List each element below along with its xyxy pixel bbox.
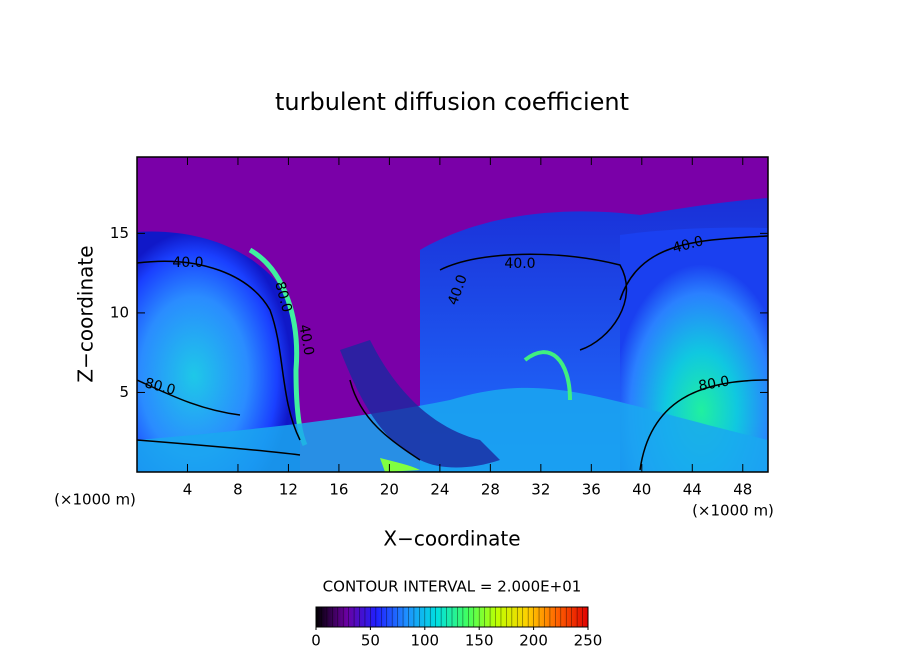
colorbar-tick-label: 0 <box>311 632 321 650</box>
x-tick-label: 8 <box>233 481 243 499</box>
contour-label: 40.0 <box>295 323 316 356</box>
x-tick-label: 12 <box>279 481 298 499</box>
plot-frame <box>136 156 769 473</box>
x-tick-label: 32 <box>531 481 550 499</box>
contour-interval: CONTOUR INTERVAL = 2.000E+01 <box>323 578 582 596</box>
colorbar-tick-label: 50 <box>361 632 380 650</box>
x-tick-label: 44 <box>683 481 702 499</box>
x-tick-label: 48 <box>733 481 752 499</box>
contour-label: 80.0 <box>143 375 177 399</box>
x-tick-label: 24 <box>430 481 449 499</box>
y-unit-label: (×1000 m) <box>54 491 136 509</box>
y-tick-label: 10 <box>110 303 129 321</box>
contour-label: 80.0 <box>271 280 295 314</box>
colorbar-tick-label: 250 <box>574 632 603 650</box>
chart-title: turbulent diffusion coefficient <box>275 88 629 116</box>
x-unit-label: (×1000 m) <box>692 502 774 520</box>
x-tick-label: 4 <box>183 481 193 499</box>
x-tick-label: 36 <box>582 481 601 499</box>
field <box>137 157 768 472</box>
colorbar-tick-label: 100 <box>410 632 439 650</box>
contour-label: 80.0 <box>697 373 730 394</box>
colorbar-tick-label: 150 <box>465 632 494 650</box>
y-tick-label: 5 <box>119 383 129 401</box>
contour-label: 40.0 <box>671 233 705 257</box>
x-tick-label: 20 <box>380 481 399 499</box>
contour-label: 40.0 <box>172 255 203 271</box>
x-tick-label: 28 <box>481 481 500 499</box>
x-tick-label: 40 <box>632 481 651 499</box>
colorbar-tick-label: 200 <box>519 632 548 650</box>
y-axis-title: Z−coordinate <box>74 245 98 382</box>
contour-label: 40.0 <box>504 256 535 272</box>
y-tick-label: 15 <box>110 224 129 242</box>
x-axis-title: X−coordinate <box>383 527 520 551</box>
x-tick-label: 16 <box>329 481 348 499</box>
